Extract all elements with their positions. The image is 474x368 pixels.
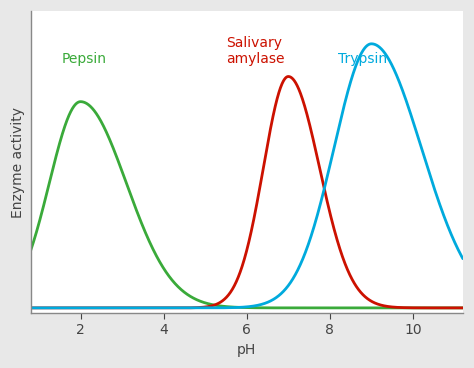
Y-axis label: Enzyme activity: Enzyme activity xyxy=(11,106,25,217)
Text: Trypsin: Trypsin xyxy=(338,53,387,67)
Text: Pepsin: Pepsin xyxy=(62,53,107,67)
X-axis label: pH: pH xyxy=(237,343,256,357)
Text: Salivary
amylase: Salivary amylase xyxy=(226,36,284,67)
